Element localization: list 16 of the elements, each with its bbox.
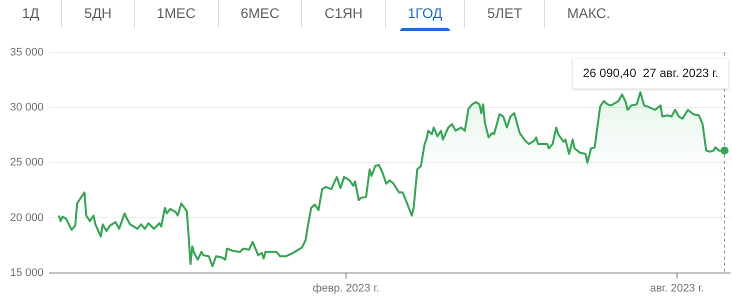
y-tick-label: 30 000 <box>10 102 44 114</box>
y-tick-label: 20 000 <box>10 212 44 224</box>
y-tick-label: 35 000 <box>10 46 44 59</box>
annotation: 26 090,40 27 авг. 2023 г. <box>582 66 719 80</box>
text: 5ДН <box>84 5 112 21</box>
text: 1ГОД <box>408 5 442 21</box>
text: С1ЯН <box>324 5 363 21</box>
y-tick-label: 15 000 <box>10 266 44 279</box>
x-tick-label: февр. 2023 г. <box>312 282 380 294</box>
text: МАКС. <box>567 5 610 21</box>
text: 5ЛЕТ <box>487 5 522 21</box>
x-tick-label: авг. 2023 г. <box>650 282 704 294</box>
text: 6МЕС <box>240 5 280 21</box>
text: 1МЕС <box>156 5 196 21</box>
text: 1Д <box>22 5 40 21</box>
y-tick-label: 25 000 <box>10 156 44 169</box>
